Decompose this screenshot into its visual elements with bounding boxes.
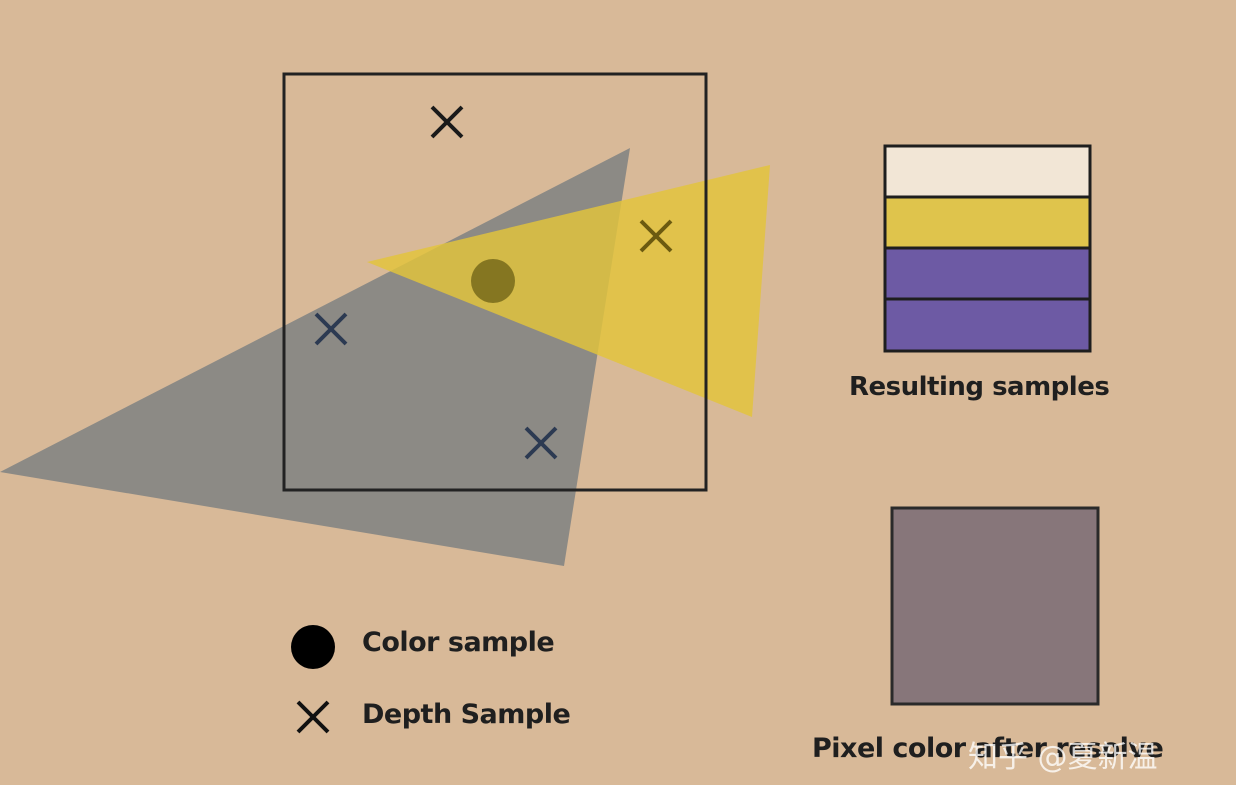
resulting-samples-stack [883, 144, 1092, 353]
depth-sample-bottom [524, 426, 558, 460]
gray-triangle [0, 148, 630, 566]
yellow-triangle [367, 165, 770, 417]
legend-depth-sample-label: Depth Sample [362, 699, 571, 730]
sample-slot-purple-1 [883, 246, 1092, 301]
resolved-pixel-swatch [890, 506, 1100, 706]
pixel-square [282, 72, 708, 492]
depth-sample-right [639, 219, 673, 253]
sample-slot-white [883, 144, 1092, 199]
pixel-color-after-resolve-label: Pixel color after resolve [812, 733, 1164, 764]
watermark: 知乎 @夏新温 [968, 740, 1158, 775]
sample-slot-purple-2 [883, 297, 1092, 353]
resulting-samples-label: Resulting samples [849, 372, 1110, 402]
sample-slot-yellow [883, 195, 1092, 250]
legend-color-sample-label: Color sample [362, 627, 555, 658]
depth-sample-left [314, 312, 348, 346]
color-sample-dot [471, 259, 515, 303]
x-mark-icon [296, 700, 330, 734]
filled-circle-icon [291, 625, 335, 669]
depth-sample-top [430, 105, 464, 139]
